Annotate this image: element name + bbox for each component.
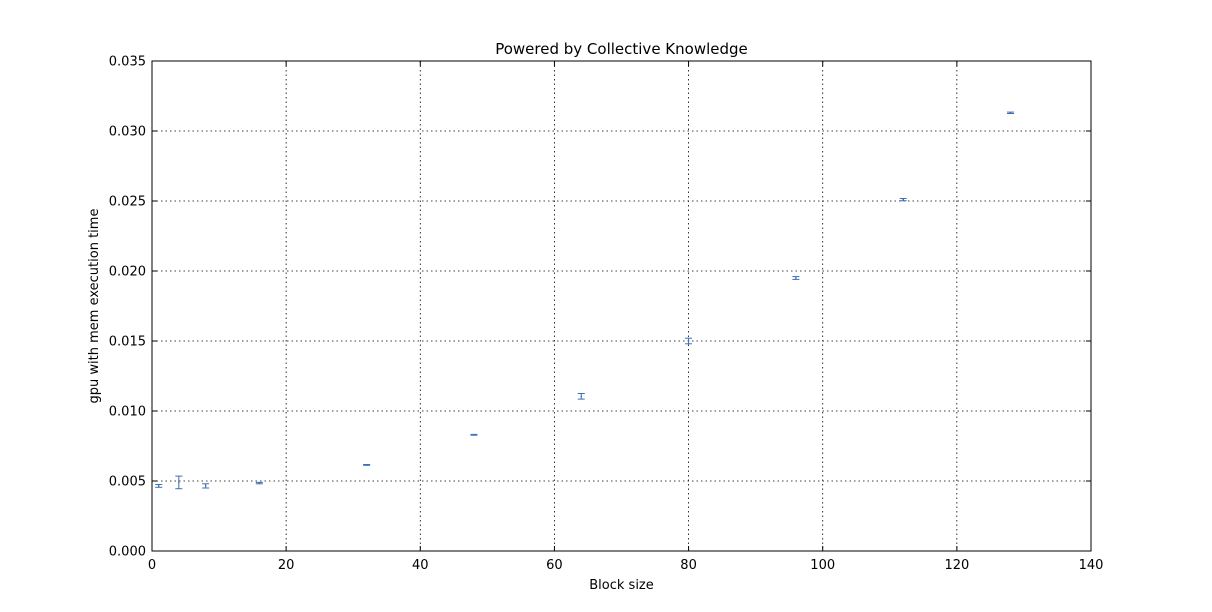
point-marker (258, 482, 261, 484)
y-tick-label: 0.020 (109, 265, 146, 280)
y-tick-label: 0.025 (109, 195, 146, 210)
plot-area-frame (151, 60, 1092, 552)
x-tick-label: 60 (546, 558, 563, 573)
data-point (577, 393, 585, 400)
data-point (470, 433, 478, 436)
point-marker (365, 464, 368, 466)
point-marker (902, 198, 904, 201)
data-point (1007, 111, 1015, 114)
x-axis-title: Block size (589, 578, 654, 593)
point-marker (204, 485, 207, 487)
data-point (792, 276, 800, 280)
x-tick-label: 140 (1079, 558, 1104, 573)
y-tick-label: 0.035 (109, 55, 146, 70)
point-marker (795, 277, 797, 279)
x-tick-label: 120 (944, 558, 969, 573)
grid (152, 61, 1091, 551)
y-tick-label: 0.030 (109, 125, 146, 140)
data-point (363, 463, 371, 466)
y-tick-label: 0.005 (109, 475, 146, 490)
data-point (175, 475, 183, 490)
point-marker (473, 434, 475, 436)
point-marker (157, 485, 160, 487)
y-tick-label: 0.000 (109, 545, 146, 560)
data-point (685, 337, 693, 345)
x-tick-label: 40 (412, 558, 429, 573)
x-tick-label: 0 (148, 558, 156, 573)
data-series (155, 111, 1015, 490)
y-tick-label: 0.015 (109, 335, 146, 350)
point-marker (1009, 112, 1012, 114)
data-point (899, 197, 907, 202)
x-tick-label: 20 (278, 558, 295, 573)
data-point (202, 483, 210, 489)
point-marker (687, 340, 690, 342)
point-marker (178, 481, 180, 484)
y-axis-title: gpu with mem execution time (87, 209, 102, 404)
x-tick-label: 80 (680, 558, 697, 573)
y-tick-label: 0.010 (109, 405, 146, 420)
data-point (255, 481, 263, 485)
point-marker (580, 395, 583, 398)
data-point (155, 484, 163, 488)
chart-title: Powered by Collective Knowledge (495, 40, 748, 58)
x-tick-label: 100 (810, 558, 835, 573)
axis-ticks: 0 20 40 60 80 100 120 140 0.000 0.005 0.010 0.015 0.… (109, 55, 1104, 574)
